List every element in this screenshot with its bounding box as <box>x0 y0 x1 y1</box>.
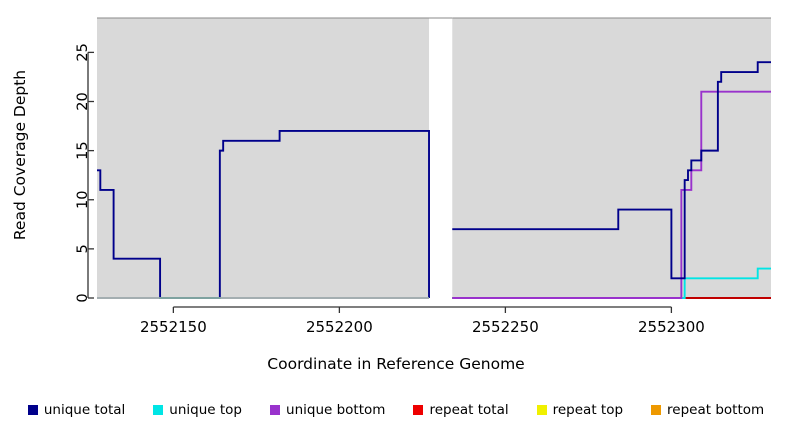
x-tick-label-2552200: 2552200 <box>306 318 373 336</box>
plot-background-right <box>452 18 771 298</box>
chart-legend: unique total unique top unique bottom repea… <box>0 396 792 424</box>
chart-svg: 0 5 10 15 20 25 2552150 2552200 2552250 2552300 <box>75 17 771 336</box>
y-tick-label-10: 10 <box>75 191 91 209</box>
plot-canvas: 0 5 10 15 20 25 2552150 2552200 2552250 2552300 <box>75 17 771 336</box>
legend-label: unique top <box>169 402 243 418</box>
legend-item-unique-bottom[interactable]: unique bottom <box>270 402 385 418</box>
legend-label: unique bottom <box>286 402 386 418</box>
y-tick-label-5: 5 <box>75 244 91 253</box>
y-tick-label-15: 15 <box>75 141 91 159</box>
legend-item-repeat-total[interactable]: repeat total <box>413 402 509 418</box>
legend-swatch-icon-unique-top <box>153 405 164 415</box>
legend-swatch-icon-unique-bottom <box>270 405 281 415</box>
series-unique-total-right <box>452 61 771 280</box>
legend-label: repeat total <box>429 402 509 418</box>
x-tick-label-2552250: 2552250 <box>472 318 539 336</box>
y-tick-label-20: 20 <box>75 92 91 110</box>
legend-swatch-icon-repeat-top <box>536 405 547 415</box>
legend-item-repeat-bottom[interactable]: repeat bottom <box>651 402 764 418</box>
legend-swatch-icon-unique-total <box>27 405 38 415</box>
series-unique-bottom-right <box>452 90 771 299</box>
legend-item-unique-top[interactable]: unique top <box>153 402 242 418</box>
x-tick-label-2552300: 2552300 <box>638 318 705 336</box>
legend-item-repeat-top[interactable]: repeat top <box>536 402 624 418</box>
legend-swatch-icon-repeat-total <box>413 405 424 415</box>
y-tick-label-25: 25 <box>75 43 91 61</box>
x-axis-label-text: Coordinate in Reference Genome <box>267 355 525 373</box>
plot-background-left <box>97 18 430 298</box>
legend-swatch-icon-repeat-bottom <box>651 405 662 415</box>
x-tick-label-2552150: 2552150 <box>140 318 207 336</box>
legend-label: repeat top <box>552 402 624 418</box>
y-tick-label-0: 0 <box>75 293 91 302</box>
legend-label: unique total <box>43 402 126 418</box>
legend-label: repeat bottom <box>667 402 765 418</box>
legend-item-unique-total[interactable]: unique total <box>27 402 126 418</box>
x-axis-label: Coordinate in Reference Genome <box>0 355 792 373</box>
